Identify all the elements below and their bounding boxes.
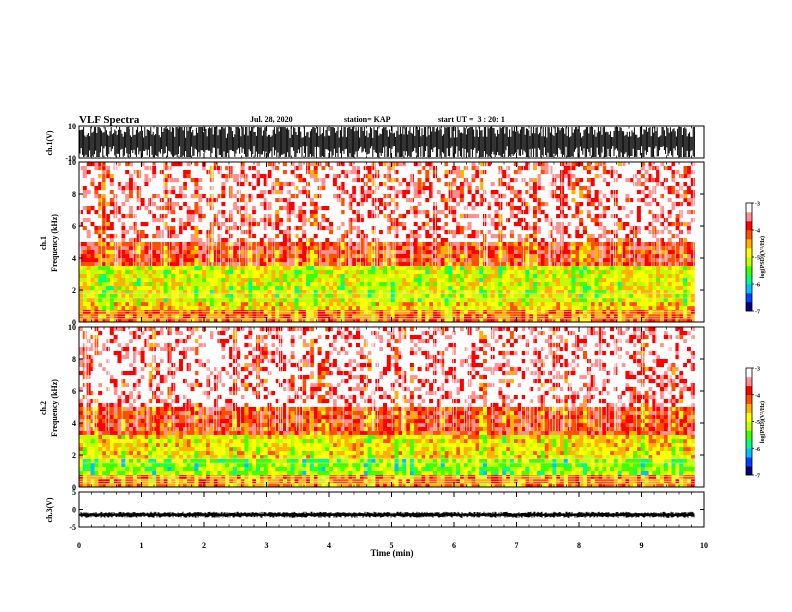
ch2-colorbar-tick-label: -6 (755, 447, 760, 453)
time-axis-tick-label: 8 (577, 541, 581, 550)
time-axis-tick-label: 2 (202, 541, 206, 550)
ch3-waveform-ytick-label: 5 (72, 488, 76, 497)
ch2-colorbar-swatch (746, 457, 752, 467)
ch1-waveform-panel: 10 -10 ch.1(V) (45, 122, 705, 163)
ch1-colorbar-swatch (746, 257, 752, 267)
ch2-spectrogram-ytick-label: 2 (72, 451, 76, 460)
start-time-label: start UT = 3 : 20: 1 (438, 115, 505, 124)
ch1-colorbar-tick-label: -5 (755, 256, 760, 262)
ch1-spectrogram-ylabel-frequency: Frequency (kHz) (50, 214, 59, 272)
ch2-spectrogram-ytick-label: 0 (72, 483, 76, 492)
ch1-colorbar-tick-label: -6 (755, 283, 760, 289)
ch1-colorbar-tick-label: -4 (755, 229, 760, 235)
ch2-spectrogram-psd-cells (79, 435, 695, 476)
ch2-colorbar-swatch (746, 394, 752, 404)
time-axis: 0 1 2 3 4 5 6 7 8 9 10 (77, 126, 708, 550)
ch2-colorbar-tick-label: -3 (755, 367, 760, 373)
ch2-spectrogram-ylabel-channel: ch.2 (39, 401, 48, 415)
ch2-colorbar-tick-label: -5 (755, 420, 760, 426)
ch1-spectrogram-sferic-streaks (79, 162, 695, 266)
ch2-colorbar-swatch (746, 385, 752, 396)
ch1-spectrogram-ytick-label: 6 (72, 222, 76, 231)
ch3-waveform-ytick-label: -5 (69, 523, 76, 532)
ch1-waveform-ylabel: ch.1(V) (45, 130, 54, 155)
ch1-spectrogram-psd-cells (98, 266, 688, 303)
ch2-colorbar-swatch (746, 376, 752, 387)
time-axis-tick-label: 10 (700, 541, 708, 550)
ch1-colorbar: -3 -4 -5 -6 -7 log(PSD)(V²/Hz) (745, 202, 766, 316)
time-axis-tick-label: 4 (327, 541, 331, 550)
time-axis-label: Time (min) (370, 548, 413, 558)
ch1-colorbar-swatch (746, 275, 752, 285)
ch1-waveform-ytick-label: 10 (68, 122, 76, 131)
ch2-colorbar-swatch (746, 448, 752, 458)
time-axis-tick-label: 3 (265, 541, 269, 550)
ch1-colorbar-swatch (746, 248, 752, 258)
ch2-colorbar-label: log(PSD)(V²/Hz) (759, 401, 766, 443)
ch1-colorbar-swatch (746, 284, 752, 294)
ch1-colorbar-swatch (746, 239, 752, 249)
ch1-colorbar-swatch (746, 221, 752, 231)
ch2-colorbar: -3 -4 -5 -6 -7 log(PSD)(V²/Hz) (745, 367, 766, 480)
ch2-colorbar-swatch (746, 430, 752, 440)
time-axis-tick-label: 9 (640, 541, 644, 550)
ch3-waveform-ytick-label: 0 (72, 506, 76, 515)
station-label: station= KAP (344, 115, 391, 124)
time-axis-tick-label: 6 (452, 541, 456, 550)
ch1-waveform-trace (79, 127, 695, 157)
time-axis-tick-label: 5 (390, 541, 394, 550)
ch1-colorbar-swatch (746, 302, 752, 312)
ch1-spectrogram-harmonic-lines (79, 292, 695, 320)
ch1-colorbar-swatch (746, 203, 752, 213)
ch1-colorbar-swatch (746, 230, 752, 240)
ch1-spectrogram-ytick-label: 2 (72, 286, 76, 295)
ch1-spectrogram-ytick-label: 8 (72, 190, 76, 199)
ch1-waveform-ytick-label: -10 (65, 154, 76, 163)
ch3-waveform-ylabel: ch.3(V) (45, 497, 54, 522)
ch2-colorbar-swatch (746, 412, 752, 422)
ch1-colorbar-swatch (746, 212, 752, 222)
ch1-spectrogram-ytick-label: 4 (72, 254, 76, 263)
ch1-colorbar-tick-label: -7 (755, 310, 760, 316)
ch1-colorbar-tick-label: -3 (755, 202, 760, 208)
time-axis-tick-label: 1 (140, 541, 144, 550)
ch1-spectrogram-panel: 0 2 4 6 8 10 ch.1 Frequency (kHz) (39, 158, 705, 327)
ch1-spectrogram-ylabel-channel: ch.1 (39, 236, 48, 250)
ch2-spectrogram-harmonic-lines (79, 457, 695, 485)
ch2-spectrogram-ytick-label: 4 (72, 419, 76, 428)
ch1-spectrogram-ytick-label: 10 (68, 158, 76, 167)
figure-title: VLF Spectra (79, 114, 140, 126)
time-axis-tick-label: 0 (77, 541, 81, 550)
ch2-colorbar-swatch (746, 439, 752, 449)
ch2-spectrogram-ytick-label: 8 (72, 355, 76, 364)
ch2-colorbar-swatch (746, 403, 752, 413)
ch2-spectrogram-psd-cells (79, 327, 695, 488)
ch3-waveform-panel: 5 0 -5 ch.3(V) (45, 488, 705, 532)
ch2-colorbar-swatch (746, 421, 752, 431)
ch1-spectrogram-psd-cells (79, 266, 695, 323)
ch2-spectrogram-ylabel-frequency: Frequency (kHz) (50, 379, 59, 437)
time-axis-tick-label: 7 (515, 541, 519, 550)
ch2-colorbar-swatch (746, 466, 752, 476)
ch1-spectrogram-ytick-label: 0 (72, 318, 76, 327)
ch3-waveform-trace (79, 511, 695, 518)
ch1-colorbar-swatch (746, 293, 752, 303)
ch1-colorbar-swatch (746, 266, 752, 276)
ch2-spectrogram-ytick-label: 10 (68, 323, 76, 332)
ch1-colorbar-label: log(PSD)(V²/Hz) (759, 236, 766, 278)
ch2-colorbar-tick-label: -7 (755, 474, 760, 480)
date-label: Jul. 28, 2020 (250, 115, 293, 124)
ch2-spectrogram-panel: 0 2 4 6 8 10 ch.2 Frequency (kHz) (39, 323, 705, 492)
ch2-spectrogram-sferic-streaks (84, 327, 693, 431)
ch2-spectrogram-ytick-label: 6 (72, 387, 76, 396)
ch2-colorbar-swatch (746, 368, 752, 378)
ch2-colorbar-tick-label: -4 (755, 393, 760, 399)
